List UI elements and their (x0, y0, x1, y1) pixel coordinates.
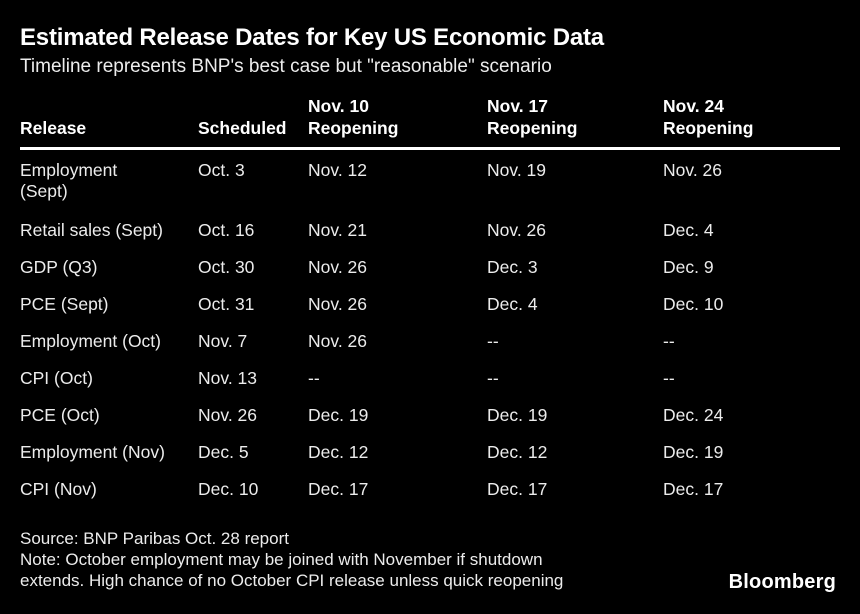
table-row: Retail sales (Sept) Oct. 16 Nov. 21 Nov.… (20, 220, 840, 257)
table-cell: Dec. 12 (308, 442, 369, 462)
table-cell: Nov. 26 (308, 331, 368, 351)
table-cell-release: Retail sales (Sept) (20, 220, 163, 240)
table-body: Employment (Sept) Oct. 3 Nov. 12 Nov. 19… (20, 160, 840, 516)
table-cell: Nov. 12 (308, 160, 368, 180)
note-text: Note: October employment may be joined w… (20, 550, 564, 590)
column-header-release: Release (20, 118, 87, 138)
table-cell: Dec. 4 (487, 294, 538, 314)
table-cell: Dec. 10 (198, 479, 259, 499)
bloomberg-logo: Bloomberg (728, 571, 836, 593)
footer: Source: BNP Paribas Oct. 28 report Note:… (20, 528, 840, 591)
table-cell-release: Employment (Sept) (20, 160, 118, 201)
table-cell-release: CPI (Nov) (20, 479, 97, 499)
table-cell: Dec. 10 (663, 294, 724, 314)
source-text: Source: BNP Paribas Oct. 28 report (20, 529, 289, 548)
table-row: PCE (Oct) Nov. 26 Dec. 19 Dec. 19 Dec. 2… (20, 405, 840, 442)
table-row: GDP (Q3) Oct. 30 Nov. 26 Dec. 3 Dec. 9 (20, 257, 840, 294)
table-cell: Nov. 21 (308, 220, 368, 240)
table-cell: Oct. 16 (198, 220, 255, 240)
table-cell: Dec. 24 (663, 405, 724, 425)
table-cell: -- (663, 368, 675, 388)
table-cell: Dec. 3 (487, 257, 538, 277)
column-header-scheduled: Scheduled (198, 118, 287, 138)
table-cell-release: GDP (Q3) (20, 257, 98, 277)
table-cell: Oct. 31 (198, 294, 255, 314)
table-cell: Oct. 3 (198, 160, 245, 180)
table-cell: Dec. 17 (487, 479, 548, 499)
table-cell: Dec. 5 (198, 442, 249, 462)
table-cell-release: PCE (Sept) (20, 294, 109, 314)
table-cell: Dec. 17 (663, 479, 724, 499)
table-cell-release: Employment (Oct) (20, 331, 161, 351)
column-header-nov17-reopening: Nov. 17 Reopening (487, 96, 578, 138)
table-row: CPI (Oct) Nov. 13 -- -- -- (20, 368, 840, 405)
table-cell: Dec. 19 (663, 442, 724, 462)
table-cell: Dec. 17 (308, 479, 369, 499)
header-divider (20, 147, 840, 150)
table-cell: Nov. 26 (663, 160, 723, 180)
table-cell: -- (487, 368, 499, 388)
table-cell-release: PCE (Oct) (20, 405, 100, 425)
table-row: Employment (Nov) Dec. 5 Dec. 12 Dec. 12 … (20, 442, 840, 479)
column-header-nov24-reopening: Nov. 24 Reopening (663, 96, 754, 138)
subtitle: Timeline represents BNP's best case but … (20, 56, 552, 77)
table-cell: Dec. 12 (487, 442, 548, 462)
table-cell: Dec. 9 (663, 257, 714, 277)
table-cell: -- (487, 331, 499, 351)
table-row: Employment (Oct) Nov. 7 Nov. 26 -- -- (20, 331, 840, 368)
table-cell: Nov. 19 (487, 160, 547, 180)
table-cell: -- (308, 368, 320, 388)
table-cell: Nov. 26 (308, 294, 368, 314)
table-cell: Nov. 26 (308, 257, 368, 277)
table-row: CPI (Nov) Dec. 10 Dec. 17 Dec. 17 Dec. 1… (20, 479, 840, 516)
column-header-nov10-reopening: Nov. 10 Reopening (308, 96, 399, 138)
table-cell-release: Employment (Nov) (20, 442, 165, 462)
table-row: Employment (Sept) Oct. 3 Nov. 12 Nov. 19… (20, 160, 840, 220)
table-row: PCE (Sept) Oct. 31 Nov. 26 Dec. 4 Dec. 1… (20, 294, 840, 331)
table-cell: Oct. 30 (198, 257, 255, 277)
table-cell-release: CPI (Oct) (20, 368, 93, 388)
table-cell: Nov. 13 (198, 368, 258, 388)
table-cell: Nov. 26 (487, 220, 547, 240)
table-header-row: Release Scheduled Nov. 10 Reopening Nov.… (20, 95, 840, 139)
page-title: Estimated Release Dates for Key US Econo… (20, 24, 604, 51)
table-cell: Nov. 26 (198, 405, 258, 425)
table-cell: Nov. 7 (198, 331, 248, 351)
table-cell: Dec. 4 (663, 220, 714, 240)
table-cell: Dec. 19 (308, 405, 369, 425)
table-cell: Dec. 19 (487, 405, 548, 425)
table-cell: -- (663, 331, 675, 351)
